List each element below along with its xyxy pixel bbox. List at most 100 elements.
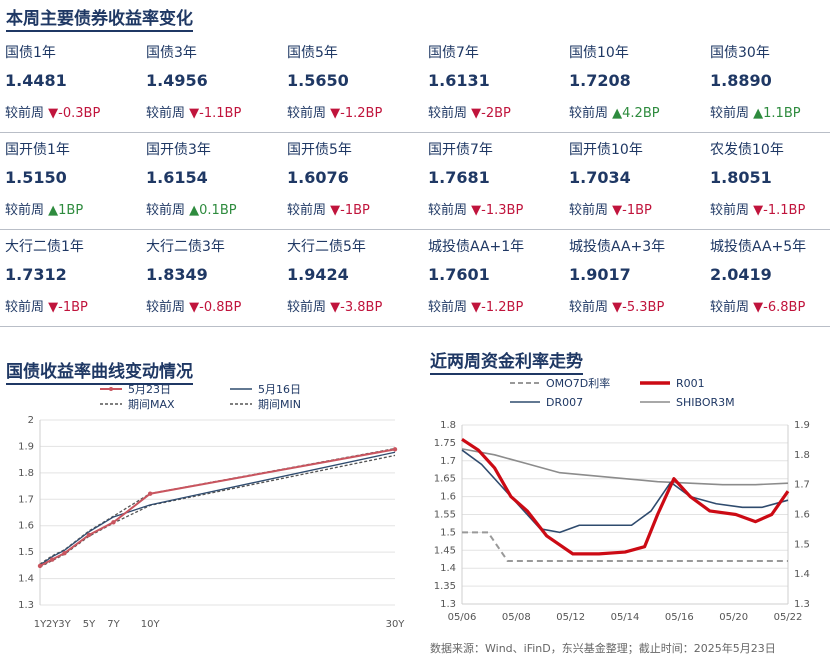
- y2-tick-label: 1.3: [794, 599, 810, 610]
- y-tick-label: 1.3: [440, 599, 456, 610]
- change-value: -0.8BP: [199, 300, 242, 315]
- bond-yield-value: 1.4956: [146, 71, 208, 90]
- series-line: [461, 437, 790, 556]
- bond-yield-value: 1.9017: [569, 265, 631, 284]
- page-title: 本周主要债券收益率变化: [6, 4, 193, 32]
- y2-tick-label: 1.8: [794, 450, 810, 461]
- weekly-change: 较前周 ▼-5.3BP: [569, 296, 664, 315]
- y-tick-label: 1.5: [440, 527, 456, 538]
- data-point: [62, 551, 67, 556]
- series-line: [462, 531, 788, 563]
- bond-name: 国开债1年: [5, 142, 70, 158]
- legend-label: SHIBOR3M: [676, 396, 735, 409]
- change-value: 0.1BP: [199, 203, 237, 218]
- legend-marker: [109, 387, 113, 391]
- bond-name: 国开债3年: [146, 142, 211, 158]
- weekly-change: 较前周 ▼-1.3BP: [428, 199, 523, 218]
- legend-label: 5月16日: [258, 383, 301, 396]
- data-point: [147, 491, 153, 496]
- data-point: [50, 557, 55, 562]
- down-arrow-icon: ▼: [189, 300, 200, 315]
- change-label: 较前周: [569, 300, 609, 315]
- change-label: 较前周: [710, 300, 750, 315]
- bond-name: 大行二债5年: [287, 239, 366, 255]
- legend-label: DR007: [546, 396, 583, 409]
- up-arrow-icon: ▲: [48, 203, 59, 218]
- x-tick-label: 05/14: [611, 612, 640, 623]
- weekly-change: 较前周 ▼-1.1BP: [146, 102, 241, 121]
- bond-yield-value: 1.8051: [710, 168, 772, 187]
- bond-name: 国债30年: [710, 45, 770, 61]
- x-tick-label: 05/12: [556, 612, 585, 623]
- y-tick-label: 1.4: [440, 563, 456, 574]
- bond-name: 国开债10年: [569, 142, 643, 158]
- weekly-change: 较前周 ▼-1BP: [569, 199, 652, 218]
- bond-yield-value: 1.5150: [5, 168, 67, 187]
- bond-row: 国开债1年 1.5150 较前周 ▲1BP 国开债3年 1.6154 较前周 ▲0.1BP…: [0, 133, 830, 230]
- data-point: [37, 563, 43, 569]
- down-arrow-icon: ▼: [471, 300, 482, 315]
- series-line: [461, 448, 789, 486]
- down-arrow-icon: ▼: [330, 300, 341, 315]
- bond-yield-value: 1.9424: [287, 265, 349, 284]
- change-label: 较前周: [5, 106, 45, 121]
- weekly-change: 较前周 ▼-3.8BP: [287, 296, 382, 315]
- bond-name: 城投债AA+3年: [569, 239, 666, 255]
- change-value: 1BP: [58, 203, 84, 218]
- up-arrow-icon: ▲: [189, 203, 200, 218]
- bond-yield-grid: 国债1年 1.4481 较前周 ▼-0.3BP 国债3年 1.4956 较前周 ▼-1.1…: [0, 36, 830, 327]
- weekly-change: 较前周 ▼-1BP: [5, 296, 88, 315]
- y2-tick-label: 1.4: [794, 569, 810, 580]
- bond-yield-value: 1.6154: [146, 168, 208, 187]
- y-tick-label: 1.8: [440, 420, 456, 431]
- change-label: 较前周: [569, 203, 609, 218]
- bond-yield-value: 1.7601: [428, 265, 490, 284]
- weekly-change: 较前周 ▼-0.3BP: [5, 102, 100, 121]
- y2-tick-label: 1.5: [794, 539, 810, 550]
- change-value: -0.3BP: [58, 106, 101, 121]
- legend-label: 期间MAX: [128, 398, 175, 411]
- weekly-change: 较前周 ▼-1.1BP: [710, 199, 805, 218]
- bond-name: 大行二债3年: [146, 239, 225, 255]
- change-value: -1.1BP: [199, 106, 242, 121]
- x-tick-label: 05/16: [665, 612, 694, 623]
- legend-label: R001: [676, 377, 705, 390]
- legend-label: 5月23日: [128, 383, 171, 396]
- change-value: 1.1BP: [763, 106, 801, 121]
- bond-yield-value: 1.6076: [287, 168, 349, 187]
- down-arrow-icon: ▼: [612, 203, 623, 218]
- x-tick-label: 1Y: [34, 619, 47, 630]
- bond-name: 国债5年: [287, 45, 338, 61]
- change-label: 较前周: [146, 300, 186, 315]
- change-label: 较前周: [5, 300, 45, 315]
- funding-rate-chart: 1.3 1.35 1.4 1.45 1.5 1.55 1.6 1.65 1.7 1.75 1.8 1.…: [434, 376, 810, 623]
- right-chart-title: 近两周资金利率走势: [430, 347, 583, 375]
- change-label: 较前周: [287, 203, 327, 218]
- y-tick-label: 1.8: [18, 468, 34, 479]
- bond-name: 国债7年: [428, 45, 479, 61]
- y2-tick-label: 1.6: [794, 510, 810, 521]
- change-value: -1.2BP: [481, 300, 524, 315]
- change-value: -5.3BP: [622, 300, 665, 315]
- up-arrow-icon: ▲: [753, 106, 764, 121]
- change-label: 较前周: [287, 300, 327, 315]
- x-tick-label: 10Y: [141, 619, 161, 630]
- change-value: -1BP: [622, 203, 652, 218]
- x-tick-label: 7Y: [107, 619, 120, 630]
- bond-yield-value: 1.7312: [5, 265, 67, 284]
- down-arrow-icon: ▼: [189, 106, 200, 121]
- series-line: [39, 454, 396, 568]
- y-tick-label: 1.6: [440, 492, 456, 503]
- change-value: -1.3BP: [481, 203, 524, 218]
- down-arrow-icon: ▼: [612, 300, 623, 315]
- yield-curve-chart: 1.3 1.4 1.5 1.6 1.7 1.8 1.9 2 1Y 2Y 3Y 5Y 7Y 10Y 30Y 5月…: [18, 383, 405, 630]
- bond-name: 城投债AA+5年: [710, 239, 807, 255]
- change-value: -1.2BP: [340, 106, 383, 121]
- bond-name: 国开债5年: [287, 142, 352, 158]
- change-label: 较前周: [146, 106, 186, 121]
- data-source-note: 数据来源：Wind、iFinD，东兴基金整理；截止时间：2025年5月23日: [430, 642, 776, 655]
- data-point: [392, 447, 398, 452]
- change-value: 4.2BP: [622, 106, 660, 121]
- bond-name: 国债3年: [146, 45, 197, 61]
- bond-name: 农发债10年: [710, 142, 784, 158]
